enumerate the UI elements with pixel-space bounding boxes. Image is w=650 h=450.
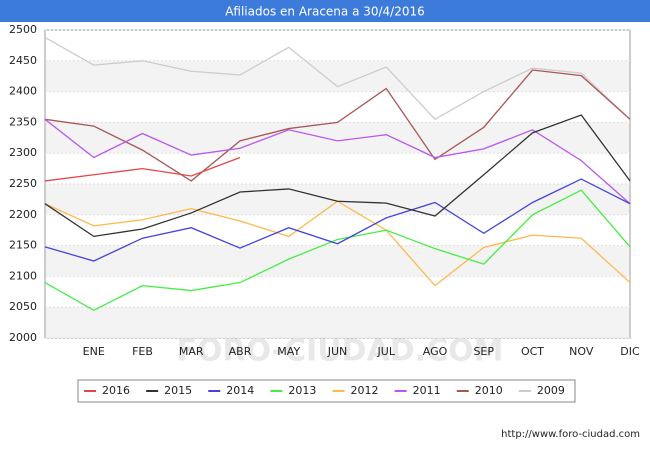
grid-band — [46, 307, 629, 338]
legend-label: 2014 — [226, 384, 254, 397]
y-tick-label: 2250 — [9, 177, 37, 190]
y-tick-label: 2150 — [9, 239, 37, 252]
x-tick-label: ABR — [229, 345, 252, 358]
source: http://www.foro-ciudad.com — [501, 429, 640, 440]
line-series — [44, 178, 631, 262]
line-series — [44, 69, 631, 182]
grid-band — [46, 122, 629, 154]
legend-label: 2011 — [413, 384, 441, 397]
grid-band — [46, 245, 629, 277]
line-series — [44, 189, 631, 312]
x-tick-label: JUL — [377, 345, 396, 358]
x-tick-label: FEB — [132, 345, 153, 358]
y-tick-label: 2450 — [9, 54, 37, 67]
legend-label: 2013 — [288, 384, 316, 397]
line-series — [44, 156, 241, 182]
line-series — [44, 118, 631, 205]
legend-label: 2015 — [164, 384, 192, 397]
legend-label: 2016 — [102, 384, 130, 397]
legend-label: 2012 — [351, 384, 379, 397]
line-series — [44, 114, 631, 238]
y-tick-label: 2050 — [9, 300, 37, 313]
legend-label: 2009 — [537, 384, 565, 397]
line-series — [44, 36, 631, 121]
x-tick-label: OCT — [521, 345, 544, 358]
y-tick-label: 2500 — [9, 23, 37, 36]
grid-band — [46, 184, 629, 215]
x-tick-label: SEP — [473, 345, 494, 358]
x-tick-label: DIC — [620, 345, 640, 358]
y-tick-label: 2100 — [9, 269, 37, 282]
x-tick-label: AGO — [423, 345, 448, 358]
chart-title: Afiliados en Aracena a 30/4/2016 — [225, 5, 425, 19]
watermark: FORO-CIUDAD.COM — [177, 334, 504, 369]
y-tick-label: 2200 — [9, 208, 37, 221]
x-tick-label: NOV — [569, 345, 594, 358]
y-tick-label: 2350 — [9, 115, 37, 128]
x-tick-label: ENE — [83, 345, 105, 358]
y-tick-label: 2300 — [9, 146, 37, 159]
title-bar — [0, 0, 650, 22]
x-tick-label: MAR — [179, 345, 204, 358]
x-tick-label: MAY — [277, 345, 300, 358]
y-tick-label: 2400 — [9, 85, 37, 98]
legend-box — [77, 379, 576, 403]
y-tick-label: 2000 — [9, 331, 37, 344]
x-tick-label: JUN — [327, 345, 348, 358]
legend-label: 2010 — [475, 384, 503, 397]
